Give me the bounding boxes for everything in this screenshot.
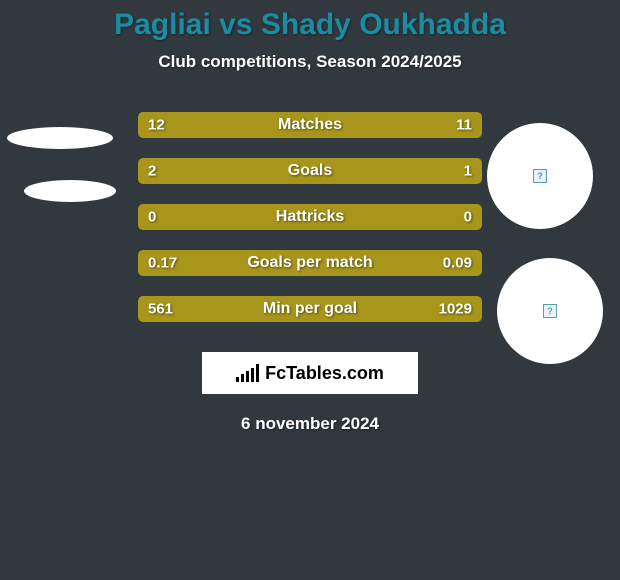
brand-box: FcTables.com xyxy=(202,352,418,394)
comparison-area: ?? 12 11 Matches 2 1 Goals 0 0 Hattricks 0.17 0.09… xyxy=(0,112,620,434)
stat-value-right: 11 xyxy=(456,117,472,134)
stat-bar-left xyxy=(138,158,368,184)
stat-value-left: 561 xyxy=(148,301,173,318)
stat-label: Min per goal xyxy=(263,300,357,318)
stat-row: 0 0 Hattricks xyxy=(138,204,482,230)
stat-row: 2 1 Goals xyxy=(138,158,482,184)
stat-row: 12 11 Matches xyxy=(138,112,482,138)
stat-label: Hattricks xyxy=(276,208,344,226)
brand-text: FcTables.com xyxy=(265,363,384,384)
stat-value-left: 2 xyxy=(148,163,156,180)
stat-value-right: 0 xyxy=(464,209,472,226)
player-left-ellipse xyxy=(7,127,113,149)
stats-bars: 12 11 Matches 2 1 Goals 0 0 Hattricks 0.17 0.09 Goa… xyxy=(138,112,482,322)
image-placeholder-icon: ? xyxy=(543,304,557,318)
stat-label: Matches xyxy=(278,116,342,134)
brand-bars-icon xyxy=(236,364,259,382)
player-right-circle: ? xyxy=(497,258,603,364)
stat-value-left: 0.17 xyxy=(148,255,177,272)
player-right-circle: ? xyxy=(487,123,593,229)
image-placeholder-icon: ? xyxy=(533,169,547,183)
stat-value-left: 0 xyxy=(148,209,156,226)
page-title: Pagliai vs Shady Oukhadda xyxy=(0,0,620,42)
player-left-ellipse xyxy=(24,180,116,202)
date-label: 6 november 2024 xyxy=(0,414,620,434)
stat-value-right: 0.09 xyxy=(443,255,472,272)
stat-label: Goals per match xyxy=(247,254,372,272)
stat-row: 561 1029 Min per goal xyxy=(138,296,482,322)
stat-row: 0.17 0.09 Goals per match xyxy=(138,250,482,276)
stat-value-right: 1029 xyxy=(439,301,472,318)
stat-value-left: 12 xyxy=(148,117,165,134)
subtitle: Club competitions, Season 2024/2025 xyxy=(0,52,620,72)
stat-label: Goals xyxy=(288,162,332,180)
stat-value-right: 1 xyxy=(464,163,472,180)
